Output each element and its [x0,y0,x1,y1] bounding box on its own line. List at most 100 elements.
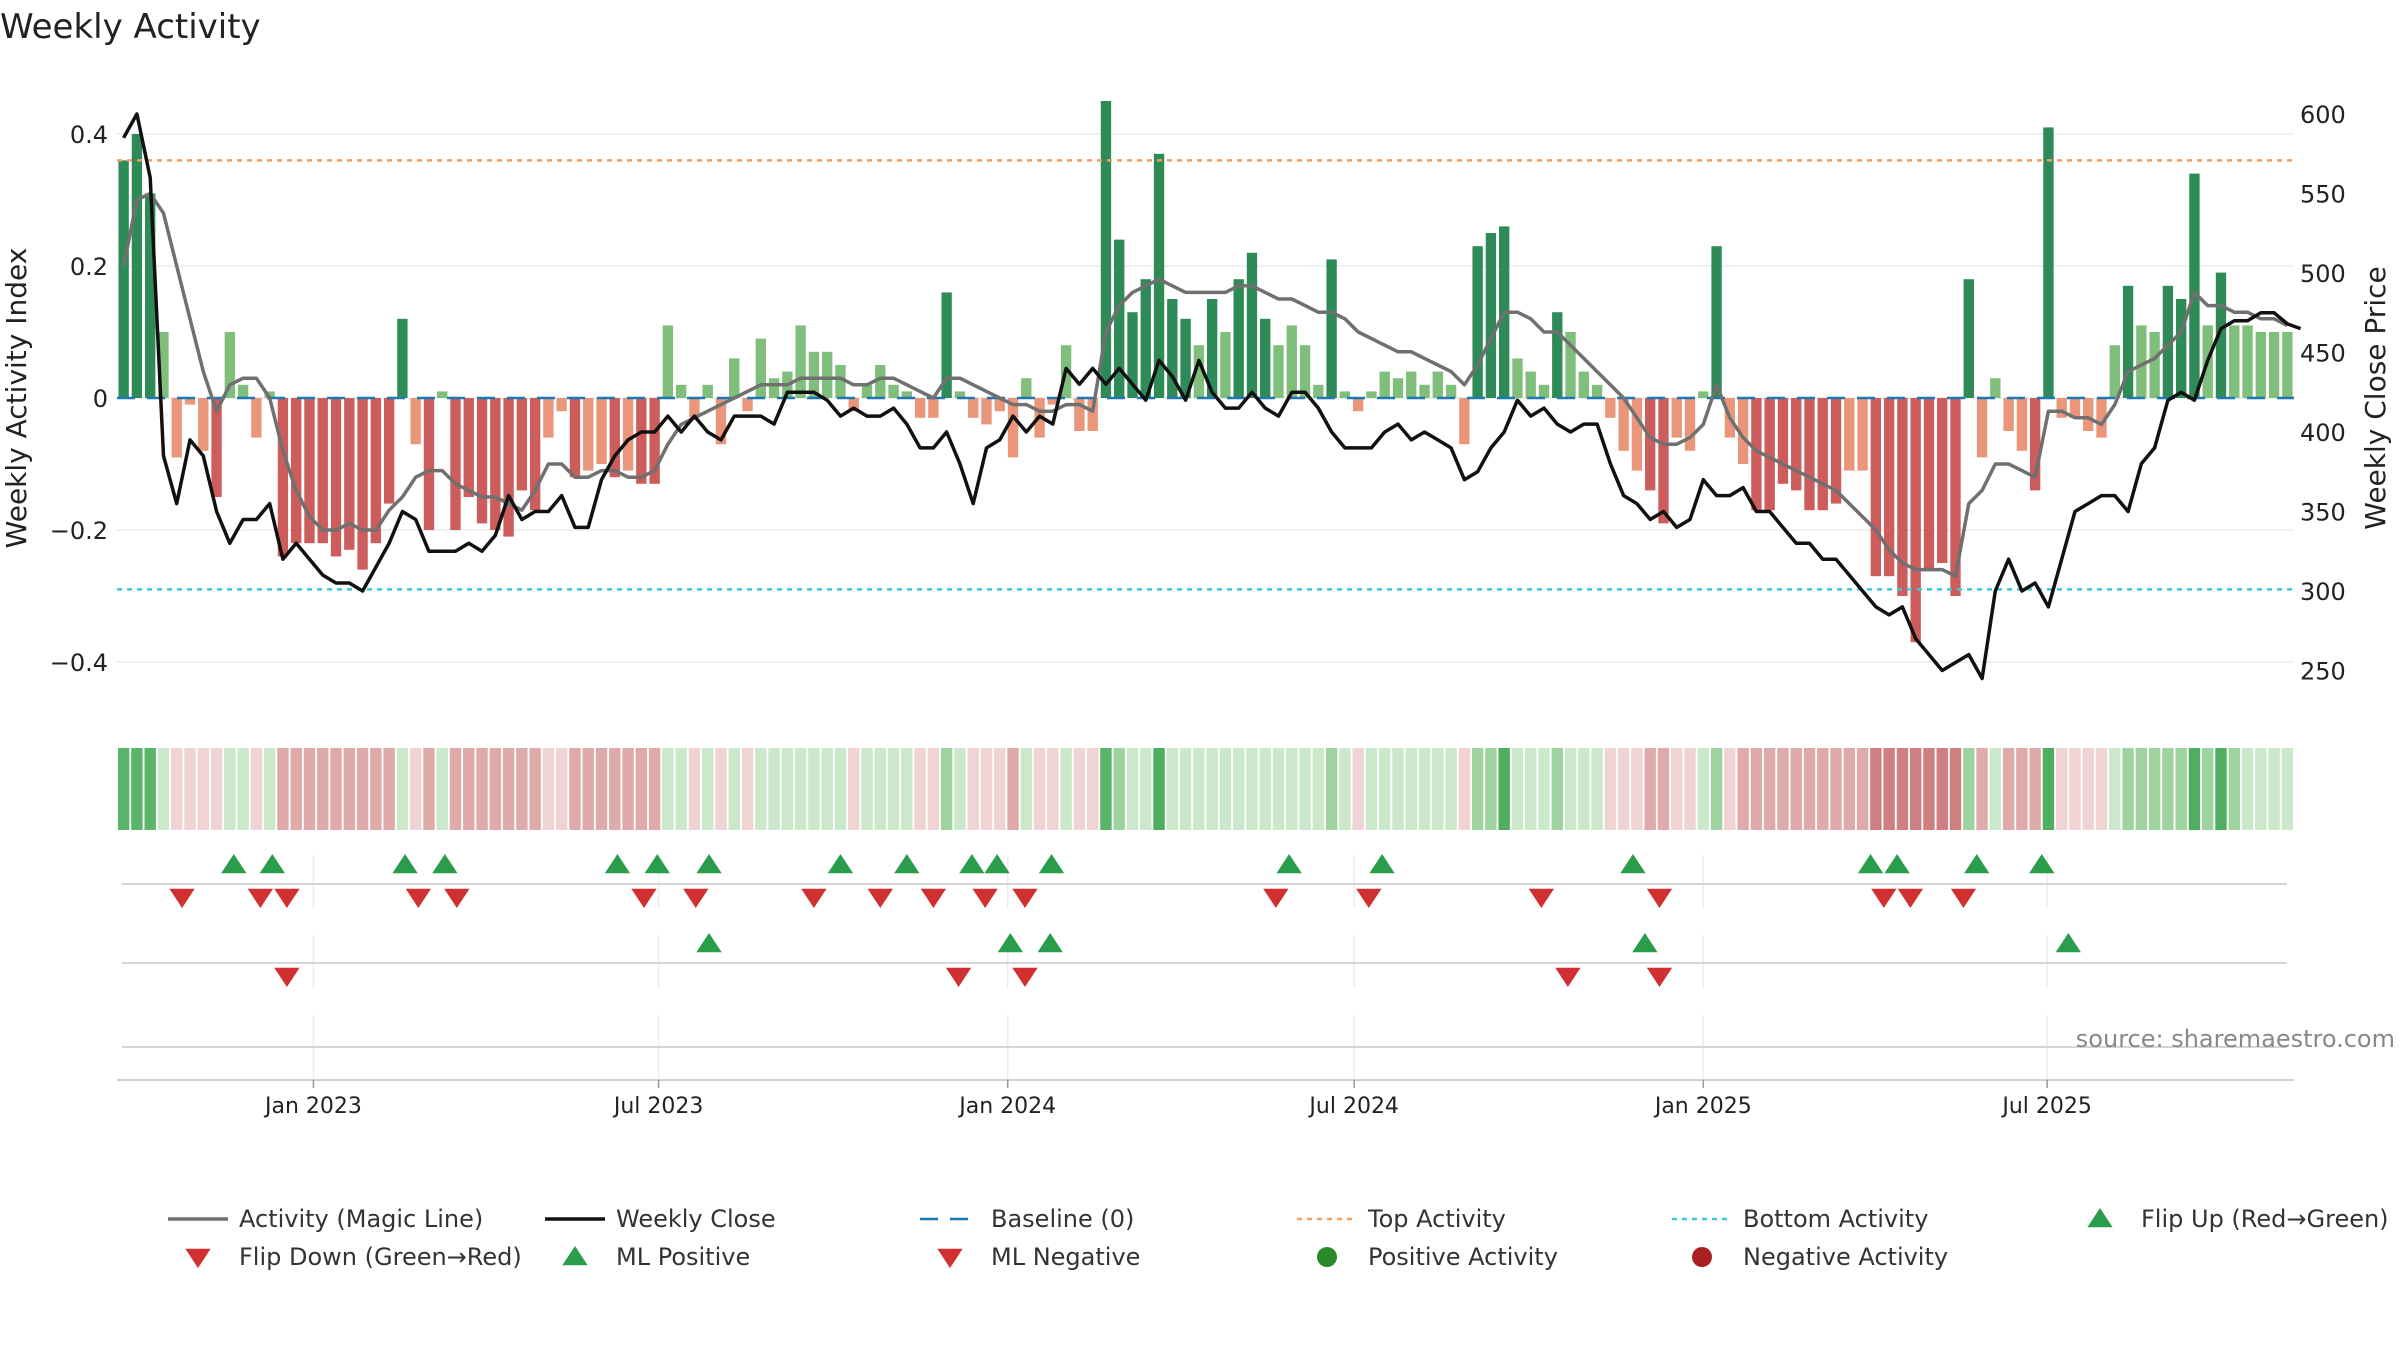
ml-negative-marker [274,967,300,987]
activity-bar [1804,398,1815,511]
heat-cell [1458,748,1471,830]
heat-cell [317,748,329,830]
activity-bar [158,332,169,398]
heat-cell [821,748,833,830]
ml-positive-marker [997,933,1024,953]
heat-cell [1511,748,1524,830]
y2-axis-label: Weekly Close Price [2359,266,2392,529]
activity-bar [1352,398,1364,412]
legend: Activity (Magic Line) Weekly Close Baselin… [168,1205,2389,1271]
ml-negative-marker [945,967,972,987]
legend-label: ML Positive [616,1243,750,1271]
heat-cell [263,748,276,830]
activity-bar [1512,358,1523,398]
flip-up-marker [1964,854,1990,874]
flip-up-marker [2029,854,2055,874]
activity-bar [1472,246,1483,398]
flip-up-marker [959,854,985,874]
activity-bar [981,398,992,425]
activity-bar [1737,398,1749,464]
activity-bar [1167,299,1178,398]
legend-item-flipup: Flip Up (Red→Green) [2087,1205,2389,1233]
activity-bar [1445,384,1457,398]
legend-item-mlpos: ML Positive [562,1243,750,1271]
heat-cell [1843,748,1856,830]
flip-up-marker [827,854,854,874]
activity-bar [1950,398,1961,596]
activity-bar [928,398,939,418]
activity-bar [1313,384,1324,398]
heat-cell [1047,748,1059,830]
heat-cell [1644,748,1656,830]
activity-bar [1286,325,1297,398]
heat-cell [1923,748,1935,830]
activity-bar [1273,345,1284,398]
heat-cell [1657,748,1670,830]
heat-cell [436,748,448,830]
heat-cell [609,748,621,830]
heat-cell [2016,748,2028,830]
activity-bar [2242,325,2253,398]
heat-cell [994,748,1006,830]
activity-bar [941,292,952,398]
heat-cell [2202,748,2214,830]
activity-bar [1565,332,1576,398]
heat-cell [1339,748,1351,830]
activity-bar [822,351,833,398]
heat-cell [2162,748,2174,830]
activity-bar [994,398,1005,412]
heat-cell [2148,748,2161,830]
heat-cell [2042,748,2055,830]
activity-bar [715,398,727,445]
heat-cell [675,748,687,830]
heat-cell [1724,748,1736,830]
flip-up-marker [259,854,285,874]
heat-cell [1193,748,1205,830]
legend-swatch [562,1246,588,1266]
flip-markers-panel [122,854,2287,908]
heat-cell [1286,748,1298,830]
activity-bar [835,365,846,398]
heat-cell [370,748,382,830]
ml-positive-marker [1632,933,1658,953]
heat-cell [861,748,873,830]
heat-cell [303,748,316,830]
activity-bar [1246,252,1258,398]
y-tick-label: −0.2 [50,517,108,545]
activity-bar [662,325,674,398]
legend-item-posact: Positive Activity [1317,1243,1558,1271]
heat-cell [463,748,475,830]
heat-cell [1763,748,1776,830]
activity-bar [689,398,700,418]
y2-tick-label: 300 [2300,578,2346,606]
heat-cell [954,748,966,830]
legend-item-mlneg: ML Negative [937,1243,1140,1271]
flip-up-marker [1038,854,1065,874]
heat-cell [1909,748,1922,830]
flip-down-marker [444,888,470,908]
activity-bar [861,384,873,398]
activity-bar [914,398,926,418]
heat-cell [569,748,581,830]
activity-bar [1260,318,1271,398]
heat-cell [409,748,422,830]
x-tick-label: Jul 2024 [1307,1094,1399,1119]
y2-tick-label: 600 [2300,101,2346,129]
heat-cell [648,748,661,830]
activity-bar [1339,391,1351,398]
flip-down-marker [274,888,300,908]
heat-cell [237,748,249,830]
heat-cell [1856,748,1869,830]
heat-cell [2188,748,2201,830]
activity-bar [118,160,129,398]
activity-bar [1193,345,1205,398]
activity-bar [1698,391,1709,398]
legend-swatch [185,1248,211,1268]
heat-cell [1830,748,1842,830]
activity-bar [2255,332,2266,398]
heat-cell [2069,748,2081,830]
heat-cell [1392,748,1404,830]
heat-cell [901,748,913,830]
heat-cell [874,748,886,830]
